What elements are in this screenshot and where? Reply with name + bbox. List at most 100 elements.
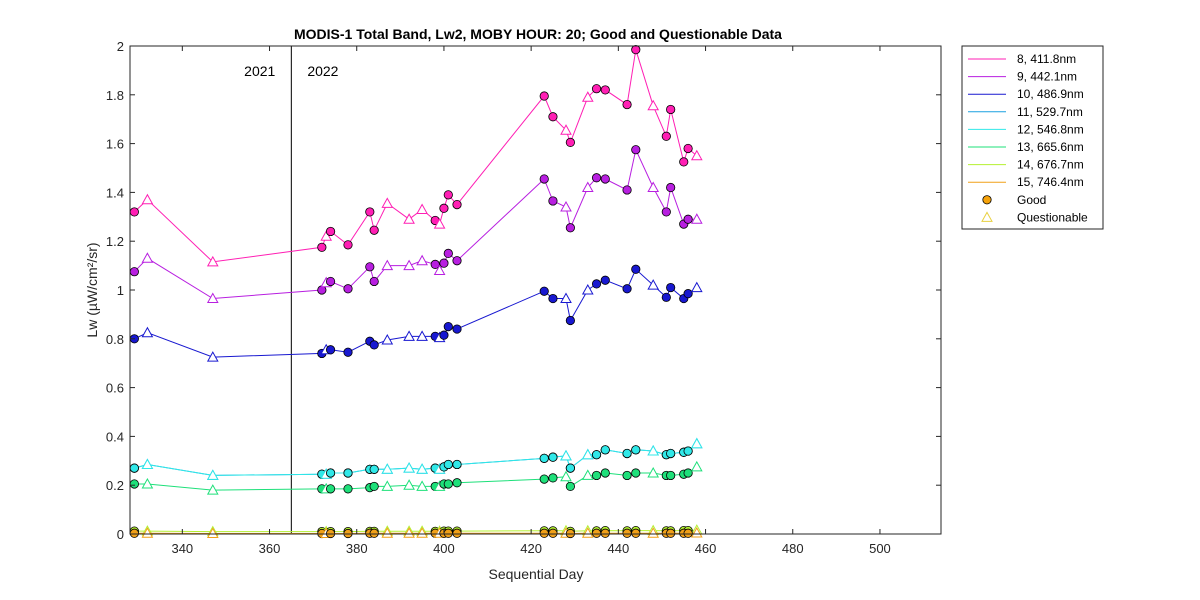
data-point-good: [343, 484, 353, 494]
data-point-questionable: [416, 330, 428, 341]
y-tick-label: 0.8: [106, 332, 124, 347]
data-point-good: [591, 450, 602, 460]
data-point-good: [452, 256, 462, 266]
data-point-questionable: [581, 181, 594, 192]
data-point-good: [600, 528, 610, 538]
data-point-questionable: [433, 264, 446, 275]
data-point-questionable: [647, 181, 660, 192]
data-point-good: [622, 99, 632, 110]
data-point-questionable: [647, 466, 660, 478]
data-point-good: [666, 528, 676, 538]
data-point-good: [631, 528, 641, 538]
data-point-good: [683, 289, 693, 299]
data-point-good: [343, 240, 353, 250]
x-tick-label: 340: [171, 541, 193, 556]
x-axis-label: Sequential Day: [489, 566, 584, 582]
data-point-good: [343, 468, 353, 478]
data-point-good: [439, 203, 449, 213]
data-point-good: [365, 262, 375, 272]
x-tick-label: 360: [259, 541, 281, 556]
data-point-good: [591, 470, 602, 481]
data-point-questionable: [416, 480, 428, 491]
data-point-questionable: [560, 124, 572, 135]
data-point-good: [666, 470, 676, 481]
data-point-good: [631, 468, 641, 478]
plot-area: [130, 46, 941, 534]
legend-entry: 12, 546.8nm: [1017, 122, 1084, 136]
data-point-questionable: [560, 292, 572, 303]
legend-entry: Questionable: [1017, 210, 1088, 224]
data-point-good: [631, 45, 641, 55]
data-point-questionable: [141, 252, 154, 263]
x-axis: 340 360 380 400 420 440 460 480 500: [171, 46, 891, 556]
data-point-questionable: [403, 527, 415, 538]
legend-entry: 15, 746.4nm: [1017, 175, 1084, 189]
data-point-good: [600, 174, 610, 184]
data-point-good: [591, 84, 602, 94]
data-point-questionable: [647, 99, 660, 111]
legend-entry: 13, 665.6nm: [1017, 140, 1084, 154]
data-point-good: [683, 528, 693, 538]
data-point-good: [683, 214, 693, 224]
data-point-good: [443, 321, 453, 332]
data-point-questionable: [647, 527, 660, 538]
data-point-questionable: [381, 463, 394, 474]
data-point-questionable: [403, 330, 415, 341]
y-tick-label: 0.2: [106, 478, 124, 493]
series-6: [129, 460, 703, 495]
legend-entry: 9, 442.1nm: [1017, 70, 1077, 84]
data-point-good: [452, 478, 462, 488]
data-point-good: [622, 284, 632, 294]
data-point-good: [369, 528, 379, 538]
data-point-good: [622, 185, 632, 195]
data-point-questionable: [416, 203, 428, 214]
data-point-good: [548, 452, 558, 462]
data-point-good: [679, 157, 689, 167]
y-tick-label: 0: [117, 527, 124, 542]
data-point-questionable: [581, 527, 594, 538]
data-point-good: [317, 242, 327, 252]
data-point-good: [661, 131, 671, 141]
data-point-questionable: [647, 444, 660, 456]
year-label-2021: 2021: [244, 63, 275, 79]
data-point-questionable: [690, 526, 703, 538]
year-divider: 2021 2022: [244, 46, 339, 534]
y-tick-label: 1.8: [106, 88, 124, 103]
data-point-good: [369, 225, 379, 235]
data-point-good: [452, 200, 462, 210]
data-point-good: [452, 324, 462, 334]
data-point-good: [666, 448, 676, 459]
data-point-questionable: [581, 448, 594, 460]
data-point-questionable: [206, 255, 219, 267]
data-point-good: [622, 448, 632, 459]
data-point-questionable: [416, 527, 428, 538]
legend-entry: 14, 676.7nm: [1017, 158, 1084, 172]
y-tick-label: 1.2: [106, 234, 124, 249]
data-point-good: [548, 196, 558, 206]
series-1: [129, 45, 703, 267]
data-point-questionable: [416, 463, 428, 474]
x-tick-label: 380: [346, 541, 368, 556]
data-point-good: [600, 275, 610, 285]
y-tick-label: 2: [117, 39, 124, 54]
data-point-good: [631, 445, 641, 455]
data-point-good: [129, 267, 139, 277]
data-point-questionable: [433, 218, 446, 229]
data-point-good: [369, 340, 379, 350]
data-point-questionable: [141, 527, 154, 538]
legend-marker-questionable: [981, 211, 993, 222]
data-point-good: [539, 453, 549, 463]
data-point-good: [565, 137, 575, 147]
x-tick-label: 420: [520, 541, 542, 556]
legend: 8, 411.8nm 9, 442.1nm 10, 486.9nm 11, 529.7…: [961, 45, 1104, 230]
data-point-good: [548, 528, 558, 538]
legend-entry: 10, 486.9nm: [1017, 87, 1084, 101]
data-point-good: [600, 468, 610, 478]
data-point-good: [452, 459, 462, 470]
data-point-questionable: [581, 469, 594, 480]
data-point-good: [452, 528, 462, 538]
data-point-good: [325, 484, 336, 494]
series-3: [129, 264, 703, 362]
data-point-questionable: [560, 200, 572, 212]
